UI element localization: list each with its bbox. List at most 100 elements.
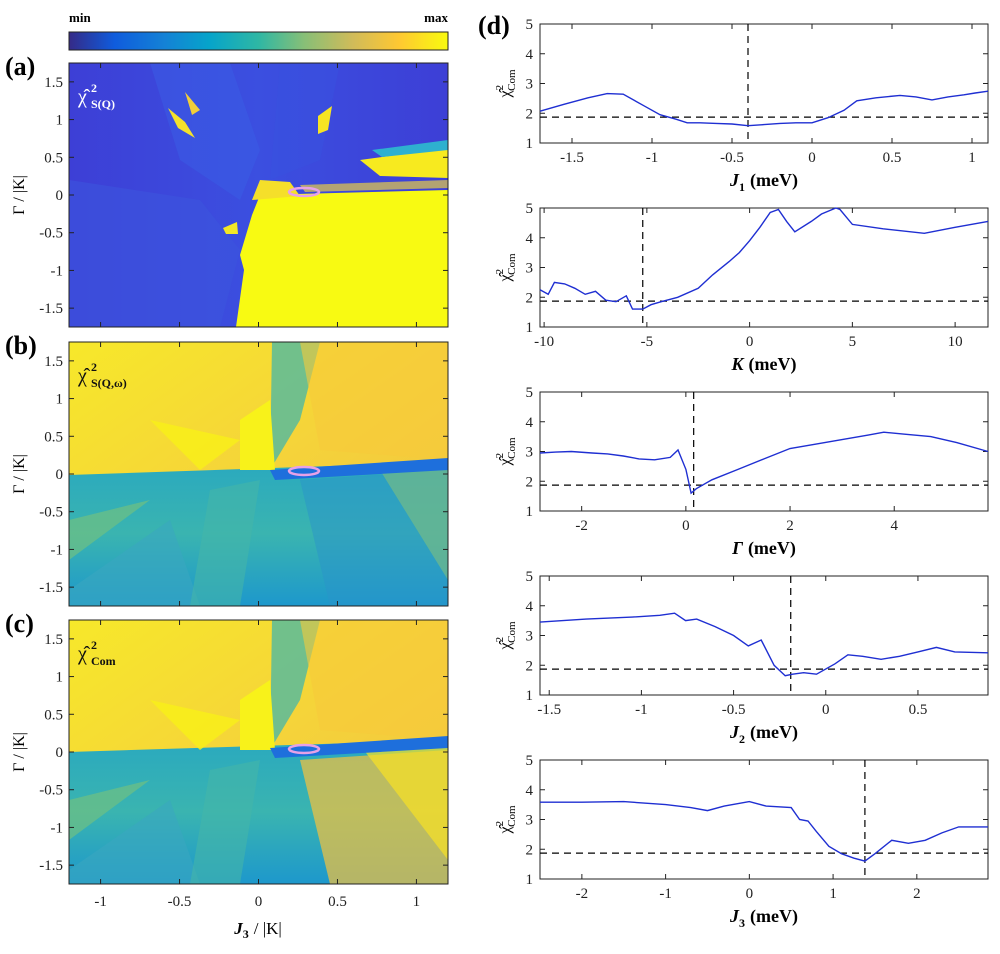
heatmap-b-minimum-marker bbox=[287, 465, 321, 477]
heatmap-b-y-tick-label: 0 bbox=[56, 467, 64, 483]
line-plot-y-axis-label-sub: Com bbox=[506, 69, 518, 91]
line-plot-y-tick-label: 4 bbox=[526, 599, 534, 615]
line-plot-x-axis-label-sub: 1 bbox=[739, 180, 745, 194]
line-plot-y-axis-label: χ̂2Com bbox=[494, 621, 518, 650]
heatmap-a-field bbox=[69, 63, 448, 327]
heatmap-x-tick-label: 0 bbox=[255, 894, 263, 910]
heatmap-a-y-tick-label: 0 bbox=[56, 188, 64, 204]
line-plot-y-tick-label: 3 bbox=[526, 445, 534, 461]
heatmap-b-y-tick-label: 0.5 bbox=[44, 429, 63, 445]
heatmap-c-y-tick-label: 0.5 bbox=[44, 707, 63, 723]
line-plot-series bbox=[539, 207, 989, 310]
line-plot-x-tick-label: 2 bbox=[786, 518, 794, 534]
heatmap-x-tick-label: 0.5 bbox=[328, 894, 347, 910]
line-plot-x-tick-label: -1 bbox=[659, 886, 672, 902]
heatmap-panel-c: (c) χ̂ 2 Com bbox=[5, 609, 449, 885]
line-plot-x-axis-label-unit: (meV) bbox=[750, 722, 798, 743]
heatmap-a-y-tick-label: -1 bbox=[51, 263, 64, 279]
line-plot-series bbox=[539, 612, 989, 677]
line-plot-y-tick-label: 4 bbox=[526, 783, 534, 799]
heatmap-panel-b: (b) χ̂ 2 S(Q,ω) bbox=[5, 331, 449, 607]
heatmap-a-title-sup: 2 bbox=[91, 81, 97, 95]
colorbar-max-label: max bbox=[424, 10, 448, 25]
panel-d-tag: (d) bbox=[478, 11, 510, 40]
line-plot-y-tick-label: 5 bbox=[526, 753, 534, 769]
heatmap-b-y-tick-label: 1.5 bbox=[44, 354, 63, 370]
line-plot-x-tick-label: -5 bbox=[641, 334, 654, 350]
line-plot-x-axis-label-main: J bbox=[729, 722, 740, 742]
line-plot-y-tick-label: 5 bbox=[526, 17, 534, 33]
line-plot-y-tick-label: 4 bbox=[526, 231, 534, 247]
line-plot-x-tick-label: 0 bbox=[746, 886, 754, 902]
heatmap-b-y-tick-label: -0.5 bbox=[39, 505, 63, 521]
heatmap-x-tick-label: 1 bbox=[413, 894, 421, 910]
line-plot-x-axis-label: K (meV) bbox=[731, 354, 797, 375]
line-plot-y-tick-label: 2 bbox=[526, 842, 534, 858]
line-plot-y-tick-label: 4 bbox=[526, 415, 534, 431]
line-plot-x-tick-label: 0 bbox=[682, 518, 690, 534]
line-plot-x-tick-label: 0.5 bbox=[909, 702, 928, 718]
line-plot-x-axis-label: Γ (meV) bbox=[731, 538, 796, 559]
heatmap-x-tick-label: -1 bbox=[94, 894, 107, 910]
line-plot-x-tick-label: 0 bbox=[746, 334, 754, 350]
heatmap-b-y-axis-label: Γ / |K| bbox=[11, 454, 28, 494]
heatmap-x-axis-label: J3 / |K| bbox=[233, 919, 282, 941]
line-plot-frame bbox=[539, 575, 989, 696]
line-plot-y-axis-label-chi: χ̂ bbox=[497, 823, 514, 834]
line-plot-y-axis-label-sub: Com bbox=[506, 253, 518, 275]
heatmap-c-minimum-marker bbox=[287, 743, 321, 755]
line-plot-x-tick-label: -2 bbox=[576, 886, 589, 902]
heatmap-c-title-sup: 2 bbox=[91, 638, 97, 652]
heatmap-x-axis-label-rest: / |K| bbox=[254, 919, 282, 938]
line-plot-frame bbox=[539, 23, 989, 144]
heatmap-c-y-tick-label: -1 bbox=[51, 820, 64, 836]
heatmap-ticks: 1.5 1 0.5 0 -0.5 -1 -1.5 1.5 1 0.5 0 -0.5 -1 -1.5 1.5 1… bbox=[39, 63, 448, 910]
colorbar: min max bbox=[68, 10, 449, 51]
line-plot-x-tick-label: -2 bbox=[575, 518, 588, 534]
heatmap-x-axis-label-main: J bbox=[233, 919, 243, 938]
line-plot-y-axis-label-chi: χ̂ bbox=[497, 639, 514, 650]
heatmap-a-y-axis-label: Γ / |K| bbox=[11, 175, 28, 215]
line-plot-y-tick-label: 3 bbox=[526, 261, 534, 277]
line-plot-x-tick-label: 0 bbox=[822, 702, 830, 718]
line-plot-y-axis-label-sup: 2 bbox=[494, 85, 506, 91]
line-plot-series bbox=[539, 90, 989, 127]
line-plot-y-tick-label: 4 bbox=[526, 47, 534, 63]
line-plot-y-tick-label: 1 bbox=[526, 504, 534, 520]
line-plot-x-tick-label: 0.5 bbox=[883, 150, 902, 166]
line-plot-series bbox=[539, 431, 989, 495]
line-plot-x-axis-label-main: J bbox=[729, 906, 740, 926]
line-plot-x-tick-label: 10 bbox=[948, 334, 963, 350]
line-plot-y-axis-label-sup: 2 bbox=[494, 453, 506, 459]
line-plot-y-tick-label: 3 bbox=[526, 813, 534, 829]
line-plot-y-axis-label: χ̂2Com bbox=[494, 253, 518, 282]
heatmap-panel-a: (a) χ̂ 2 S(Q) bbox=[5, 52, 449, 328]
line-plot-x-tick-label: -1 bbox=[635, 702, 648, 718]
heatmap-a-minimum-marker bbox=[287, 186, 321, 198]
line-plot-y-axis-label-chi: χ̂ bbox=[497, 271, 514, 282]
line-plot-x-axis-label-sub: 2 bbox=[739, 732, 745, 746]
heatmap-c-y-tick-label: 1.5 bbox=[44, 632, 63, 648]
line-plot-x-tick-label: 4 bbox=[890, 518, 898, 534]
line-plot-x-axis-label-main: K bbox=[731, 354, 746, 374]
line-plot-x-tick-label: 1 bbox=[829, 886, 837, 902]
line-plot-x-tick-label: -10 bbox=[534, 334, 554, 350]
line-plot-y-axis-label-chi: χ̂ bbox=[497, 455, 514, 466]
line-plot-y-tick-label: 2 bbox=[526, 106, 534, 122]
line-plot-x-axis-label-unit: (meV) bbox=[749, 354, 797, 375]
line-plot-x-tick-label: 1 bbox=[968, 150, 976, 166]
line-plot-x-axis-label: J1 (meV) bbox=[729, 170, 798, 194]
line-plot-y-axis-label: χ̂2Com bbox=[494, 69, 518, 98]
heatmap-b-y-tick-label: -1.5 bbox=[39, 580, 63, 596]
line-plot-y-tick-label: 2 bbox=[526, 658, 534, 674]
line-plot-y-tick-label: 2 bbox=[526, 474, 534, 490]
heatmap-a-y-tick-label: -0.5 bbox=[39, 226, 63, 242]
heatmap-b-title-sub: S(Q,ω) bbox=[91, 376, 127, 390]
line-plot-y-axis-label-sub: Com bbox=[506, 437, 518, 459]
line-plot-x-axis-label-unit: (meV) bbox=[750, 906, 798, 927]
